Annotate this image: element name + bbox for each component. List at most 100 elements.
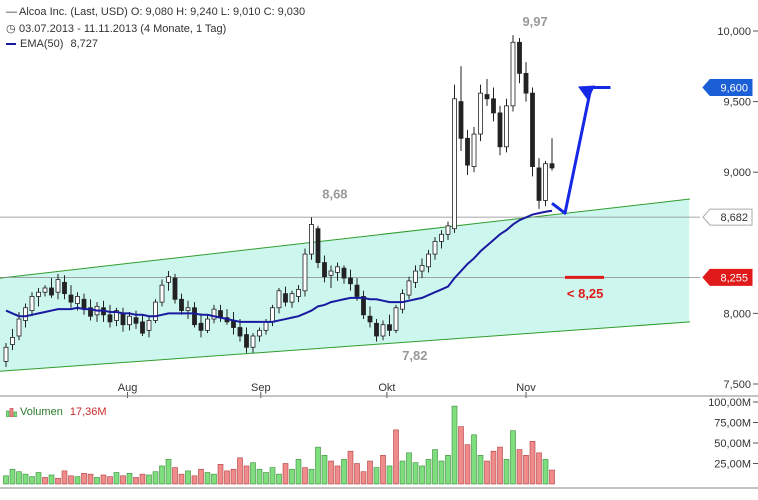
candle-down [315,228,321,263]
y-tick-label: 8,000 [723,308,751,320]
candle-down [341,267,347,279]
candle-up [393,307,399,331]
candle-up [413,270,418,283]
volume-bar-down [224,470,230,485]
header-line-1: — Alcoa Inc. (Last, USD) O: 9,080 H: 9,24… [6,6,305,18]
candle-up [471,133,477,167]
volume-bar-up [406,452,412,485]
volume-tick-label: 100,00M [708,397,751,409]
volume-bar-up [438,460,445,485]
candle-down [283,293,288,303]
volume-bar-up [269,467,276,485]
header-range: 03.07.2013 - 11.11.2013 (4 Monate, 1 Tag… [19,23,227,35]
volume-bar-up [412,462,419,485]
candle-up [276,290,282,309]
candle-down [348,277,353,285]
volume-chart: 100,00M 75,00M 50,00M 25,00M [3,397,758,485]
price-label-text: 9,600 [720,82,748,94]
candle-up [75,296,80,304]
volume-bar-down [347,450,354,485]
volume-bar-up [3,475,9,485]
price-label-text: 8,255 [720,272,748,284]
volume-bar-down [302,467,308,485]
y-tick-label: 10,000 [717,26,751,38]
volume-bar-down [198,468,204,485]
volume-bar-up [289,468,295,485]
candle-up [452,98,457,230]
candle-down [237,327,243,337]
volume-value: 17,36M [69,406,107,418]
volume-bar-down [100,474,107,485]
volume-bar-down [178,473,185,485]
volume-bar-down [81,473,87,485]
volume-bar-down [217,464,224,485]
volume-bar-up [373,467,380,485]
volume-bar-down [464,444,471,485]
volume-bar-down [516,449,523,485]
candle-down [354,284,360,297]
candle-up [55,279,61,293]
ema-legend: EMA(50) 8,727 [6,38,98,50]
volume-bar-down [360,471,367,485]
volume-bar-up [159,465,165,485]
volume-tick-label: 50,00M [714,438,751,450]
candle-down [68,294,74,303]
price-label-box [702,268,753,286]
collapse-icon[interactable]: — [6,6,17,18]
volume-bar-up [321,454,328,485]
volume-bar-up [295,459,302,485]
candle-up [504,105,509,148]
candle-up [335,266,340,273]
candle-up [36,291,41,297]
header-quote: Alcoa Inc. (Last, USD) O: 9,080 H: 9,240… [19,6,306,18]
x-tick-label: Aug [118,382,138,394]
volume-tick-label: 25,00M [714,459,751,471]
volume-bar-up [9,468,16,485]
volume-bar-up [165,459,172,485]
candle-up [380,324,386,337]
candle-down [198,322,204,331]
volume-bar-up [74,476,81,485]
x-tick-label: Sep [251,382,271,394]
volume-bar-up [445,454,451,485]
candle-down [172,277,178,300]
candle-up [257,329,262,337]
candle-up [289,293,295,303]
volume-bar-up [341,459,347,485]
annotation-label: < 8,25 [567,286,604,301]
volume-bar-up [315,446,321,485]
volume-bar-down [55,477,61,485]
volume-bar-down [139,473,146,485]
clock-icon: ◷ [6,23,16,35]
candle-up [10,337,15,345]
volume-bar-down [393,429,399,485]
candle-down [530,92,535,167]
candle-up [23,307,28,321]
annotation-label: 7,82 [402,348,427,363]
volume-bar-down [172,467,178,485]
volume-tick-label: 75,00M [714,418,751,430]
volume-bar-down [133,477,139,485]
volume-bar-down [42,477,48,485]
candle-down [361,296,366,316]
volume-bar-up [256,468,263,485]
candle-down [484,94,490,100]
volume-bar-down [282,463,289,485]
volume-bar-down [380,454,386,485]
volume-bar-up [185,470,191,485]
volume-bar-up [477,454,484,485]
volume-bar-up [471,434,477,485]
candle-down [322,262,327,278]
candle-down [244,334,249,348]
volume-bar-up [16,471,22,485]
volume-bar-up [29,476,35,485]
volume-bar-down [328,460,334,485]
candle-up [114,310,119,321]
volume-bar-down [61,470,68,485]
candle-up [159,284,165,303]
candle-down [120,312,126,326]
volume-bar-up [211,473,217,485]
candle-up [270,307,275,323]
price-label-box [702,78,753,96]
ema-swatch-icon [6,43,16,46]
